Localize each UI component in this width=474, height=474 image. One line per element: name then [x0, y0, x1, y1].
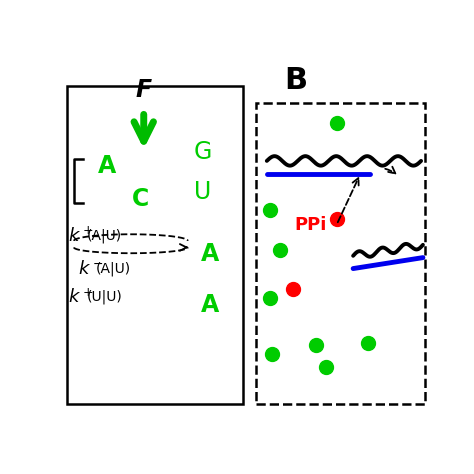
Text: A: A — [201, 293, 219, 317]
Text: $k$: $k$ — [78, 260, 91, 278]
Text: (A|U): (A|U) — [87, 228, 122, 243]
Bar — [66, 86, 243, 404]
Text: (U|U): (U|U) — [87, 290, 123, 304]
Text: $k$: $k$ — [68, 288, 82, 306]
Text: A: A — [201, 242, 219, 266]
Text: PPi: PPi — [295, 216, 327, 234]
Text: B: B — [284, 66, 308, 95]
Text: C: C — [131, 187, 149, 211]
Text: $k$: $k$ — [68, 227, 82, 245]
Text: U: U — [194, 180, 211, 204]
Text: G: G — [193, 140, 212, 164]
Text: $+$: $+$ — [82, 224, 93, 237]
Text: F: F — [136, 78, 152, 102]
Text: $-$: $-$ — [92, 257, 103, 270]
Text: (A|U): (A|U) — [96, 261, 131, 276]
Text: $+$: $+$ — [82, 286, 93, 299]
Text: A: A — [98, 155, 116, 178]
Bar — [256, 102, 425, 404]
